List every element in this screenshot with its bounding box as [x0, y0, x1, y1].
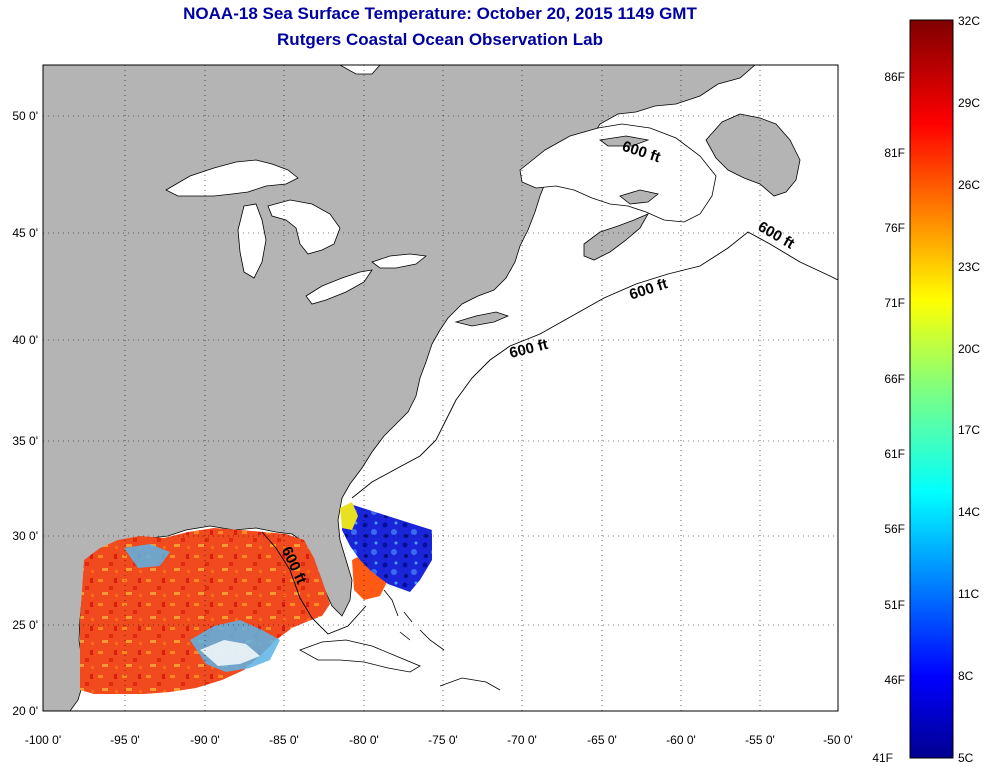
colorbar-celsius-label: 8C [958, 669, 974, 683]
lon-tick-labels: -100 0' -95 0' -90 0' -85 0' -80 0' -75 … [25, 733, 853, 747]
colorbar-celsius-label: 26C [958, 178, 980, 192]
sst-atlantic-nearshore [340, 502, 358, 530]
lon-tick-label: -70 0' [507, 733, 537, 747]
colorbar [909, 19, 954, 759]
isobath-600ft [351, 231, 838, 499]
colorbar-celsius-label: 5C [958, 751, 974, 765]
lat-tick-labels: 20 0' 25 0' 30 0' 35 0' 40 0' 45 0' 50 0… [12, 109, 38, 718]
map-subtitle: Rutgers Coastal Ocean Observation Lab [277, 30, 603, 49]
colorbar-fahrenheit-label: 56F [884, 522, 905, 536]
lon-tick-label: -85 0' [269, 733, 299, 747]
colorbar-fahrenheit-label: 46F [884, 673, 905, 687]
sst-gulf-cool-patches [124, 544, 280, 672]
lat-tick-label: 30 0' [12, 529, 38, 543]
lake-erie [305, 269, 373, 305]
cuba [299, 639, 421, 673]
colorbar-celsius-label: 11C [958, 587, 979, 601]
colorbar-fahrenheit-label: 71F [884, 296, 905, 310]
lat-tick-label: 35 0' [12, 434, 38, 448]
colorbar-celsius-label: 17C [958, 423, 980, 437]
lon-tick-label: -60 0' [666, 733, 696, 747]
colorbar-fahrenheit-labels: 86F 81F 76F 71F 66F 61F 56F 51F 46F 41F [872, 70, 905, 765]
isobath-600ft-gulf [261, 531, 367, 635]
colorbar-fahrenheit-label: 61F [884, 447, 905, 461]
colorbar-fahrenheit-label: 86F [884, 70, 905, 84]
map-title: NOAA-18 Sea Surface Temperature: October… [183, 4, 697, 23]
lon-tick-label: -95 0' [110, 733, 140, 747]
sst-atlantic-swath [342, 504, 432, 592]
bahamas [383, 589, 445, 651]
lat-tick-label: 45 0' [12, 226, 38, 240]
colorbar-celsius-label: 14C [958, 505, 980, 519]
lon-tick-label: -55 0' [745, 733, 775, 747]
lake-ontario [371, 253, 427, 269]
colorbar-celsius-label: 20C [958, 342, 980, 356]
lon-tick-label: -100 0' [25, 733, 61, 747]
lon-tick-label: -65 0' [587, 733, 617, 747]
lat-tick-label: 40 0' [12, 333, 38, 347]
colorbar-celsius-labels: 32C 29C 26C 23C 20C 17C 14C 11C 8C 5C [958, 14, 980, 765]
sst-gulf-white-cloud [200, 640, 260, 666]
colorbar-fahrenheit-label: 66F [884, 372, 905, 386]
colorbar-celsius-label: 23C [958, 260, 980, 274]
colorbar-fahrenheit-label: 51F [884, 598, 905, 612]
lat-tick-label: 50 0' [12, 109, 38, 123]
lon-tick-label: -50 0' [823, 733, 853, 747]
prince-edward-island [619, 189, 659, 205]
lon-tick-label: -90 0' [190, 733, 220, 747]
land-nova-scotia [583, 213, 649, 261]
lat-tick-label: 25 0' [12, 618, 38, 632]
lake-huron [267, 199, 341, 255]
lake-michigan [237, 203, 267, 279]
lon-tick-label: -80 0' [349, 733, 379, 747]
hispaniola [439, 677, 501, 691]
colorbar-fahrenheit-label: 41F [872, 751, 893, 765]
lat-tick-label: 20 0' [12, 704, 38, 718]
colorbar-fahrenheit-label: 81F [884, 146, 905, 160]
anticosti-island [598, 135, 650, 147]
gulf-st-lawrence [519, 123, 717, 223]
lon-tick-label: -75 0' [428, 733, 458, 747]
land-newfoundland [705, 113, 801, 197]
colorbar-fahrenheit-label: 76F [884, 221, 905, 235]
land-long-island [454, 311, 510, 327]
map-frame [42, 64, 839, 712]
james-bay [339, 65, 381, 75]
colorbar-celsius-label: 32C [958, 14, 980, 28]
colorbar-celsius-label: 29C [958, 96, 980, 110]
